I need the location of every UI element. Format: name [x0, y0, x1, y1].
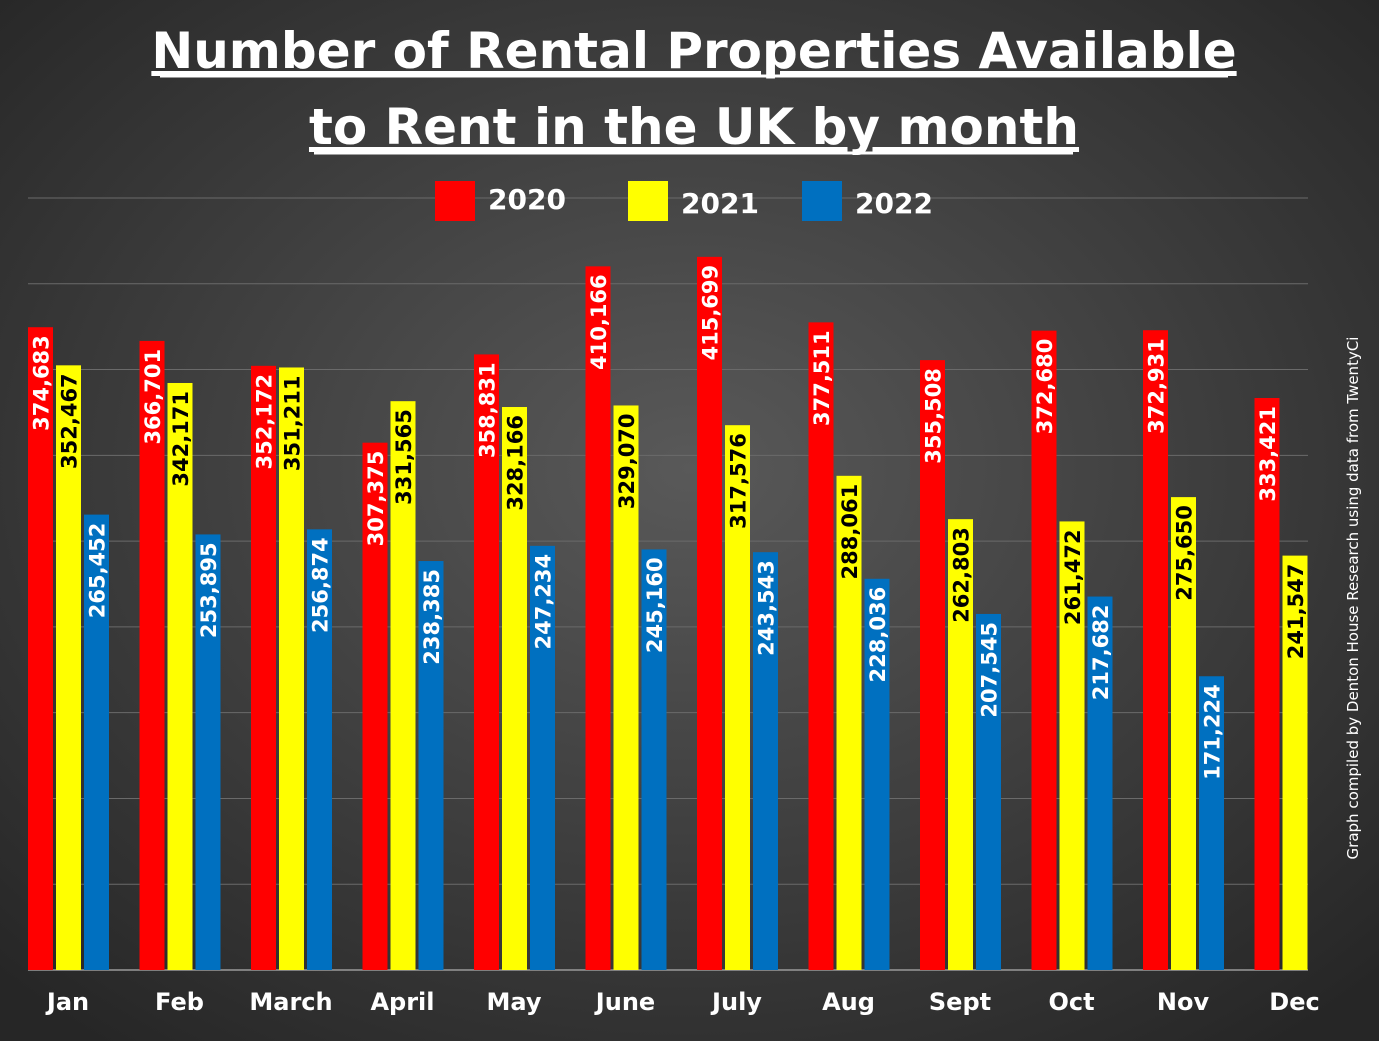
data-label-2020-oct: 372,680 — [1033, 339, 1057, 435]
data-label-2020-feb: 366,701 — [141, 349, 165, 445]
bar-2020-jan — [28, 327, 53, 970]
bar-2022-oct — [1087, 596, 1113, 970]
data-label-2021-jan: 352,467 — [58, 373, 82, 469]
data-label-2021-june: 329,070 — [615, 413, 639, 509]
bar-2022-march — [307, 529, 332, 970]
data-label-2021-march: 351,211 — [281, 375, 305, 471]
data-label-2022-feb: 253,895 — [197, 542, 221, 638]
data-label-2021-may: 328,166 — [504, 415, 528, 511]
bar-2021-sept — [948, 519, 973, 970]
bar-2022-sept — [976, 613, 1001, 970]
bar-2021-march — [279, 367, 304, 970]
data-label-2020-nov: 372,931 — [1145, 338, 1169, 434]
x-tick-label: March — [249, 988, 332, 1016]
source-annotation: Graph compiled by Denton House Research … — [1344, 337, 1362, 860]
x-tick-label: Feb — [155, 988, 204, 1016]
data-label-2021-aug: 288,061 — [838, 484, 862, 580]
data-label-2022-aug: 228,036 — [866, 587, 890, 683]
x-tick-label: Jan — [45, 988, 89, 1016]
data-label-2020-march: 352,172 — [253, 374, 277, 470]
data-label-2021-feb: 342,171 — [169, 391, 193, 487]
bar-2021-jan — [56, 365, 81, 971]
bar-2020-oct — [1031, 330, 1057, 971]
bar-2021-nov — [1171, 497, 1196, 970]
bar-2021-feb — [167, 382, 193, 970]
data-label-2022-may: 247,234 — [532, 554, 556, 650]
legend-label-2022: 2022 — [855, 187, 933, 220]
data-label-2020-dec: 333,421 — [1256, 406, 1280, 502]
legend-swatch-2020 — [435, 181, 475, 221]
bar-2021-aug — [836, 475, 862, 970]
bar-2022-june — [641, 549, 667, 970]
bar-2020-march — [251, 365, 276, 971]
x-tick-label: Aug — [822, 988, 875, 1016]
data-label-2020-may: 358,831 — [476, 362, 500, 458]
data-label-2020-june: 410,166 — [587, 274, 611, 370]
bar-2021-may — [502, 407, 527, 970]
x-tick-label: Dec — [1269, 988, 1319, 1016]
bar-2022-may — [530, 545, 555, 970]
data-label-2020-april: 307,375 — [364, 451, 388, 547]
data-label-2022-nov: 171,224 — [1201, 684, 1225, 780]
bar-2022-jan — [84, 514, 109, 970]
data-label-2020-aug: 377,511 — [810, 330, 834, 426]
data-label-2020-jan: 374,683 — [30, 335, 54, 431]
data-label-2022-jan: 265,452 — [86, 523, 110, 619]
bar-2020-nov — [1143, 330, 1168, 970]
data-label-2020-sept: 355,508 — [922, 368, 946, 464]
data-label-2021-nov: 275,650 — [1173, 505, 1197, 601]
data-label-2022-march: 256,874 — [309, 537, 333, 633]
bar-2022-feb — [195, 534, 221, 970]
data-label-2021-oct: 261,472 — [1061, 529, 1085, 625]
bar-2021-july — [725, 425, 750, 970]
legend-label-2020: 2020 — [488, 183, 566, 216]
bar-2020-dec — [1254, 397, 1280, 970]
x-tick-label: Nov — [1157, 988, 1210, 1016]
x-tick-label: Sept — [929, 988, 991, 1016]
data-label-2021-dec: 241,547 — [1284, 564, 1308, 660]
bar-2020-april — [362, 442, 388, 970]
bar-2020-june — [585, 266, 611, 971]
bar-2021-june — [613, 405, 639, 970]
x-tick-label: April — [370, 988, 434, 1016]
bar-2020-sept — [920, 360, 945, 970]
data-label-2021-sept: 262,803 — [950, 527, 974, 623]
x-axis: Jan Feb March April May June July Aug Sept Oct Nov… — [45, 988, 1320, 1016]
data-label-2021-april: 331,565 — [392, 409, 416, 505]
data-label-2022-july: 243,543 — [755, 560, 779, 656]
bar-2022-nov — [1199, 676, 1224, 970]
x-tick-label: July — [710, 988, 762, 1016]
legend-swatch-2021 — [628, 181, 668, 221]
legend-label-2021: 2021 — [681, 187, 759, 220]
legend-swatch-2022 — [802, 181, 842, 221]
x-tick-label: May — [487, 988, 542, 1016]
x-tick-label: Oct — [1048, 988, 1094, 1016]
bar-2020-feb — [139, 340, 165, 970]
bar-2020-may — [474, 354, 499, 970]
legend: 2020 2021 2022 — [435, 181, 933, 221]
data-label-2022-oct: 217,682 — [1089, 605, 1113, 701]
bar-2022-april — [418, 561, 444, 970]
bar-2021-oct — [1059, 521, 1085, 970]
data-label-2020-july: 415,699 — [699, 265, 723, 361]
chart-title-line-2: to Rent in the UK by month — [309, 98, 1079, 156]
bar-2020-aug — [808, 322, 834, 971]
x-tick-label: June — [594, 988, 655, 1016]
data-label-2022-sept: 207,545 — [978, 622, 1002, 718]
chart-title-line-1: Number of Rental Properties Available — [151, 22, 1236, 80]
bar-2022-aug — [864, 578, 890, 970]
bars: 374,683 352,467 265,452 366,701 342,171 253,8… — [28, 256, 1308, 971]
bar-2021-dec — [1282, 555, 1308, 970]
bar-2021-april — [390, 401, 416, 970]
bar-2020-july — [697, 256, 722, 970]
bar-2022-july — [753, 552, 778, 970]
data-label-2022-april: 238,385 — [420, 569, 444, 665]
data-label-2021-july: 317,576 — [727, 433, 751, 529]
data-label-2022-june: 245,160 — [643, 557, 667, 653]
